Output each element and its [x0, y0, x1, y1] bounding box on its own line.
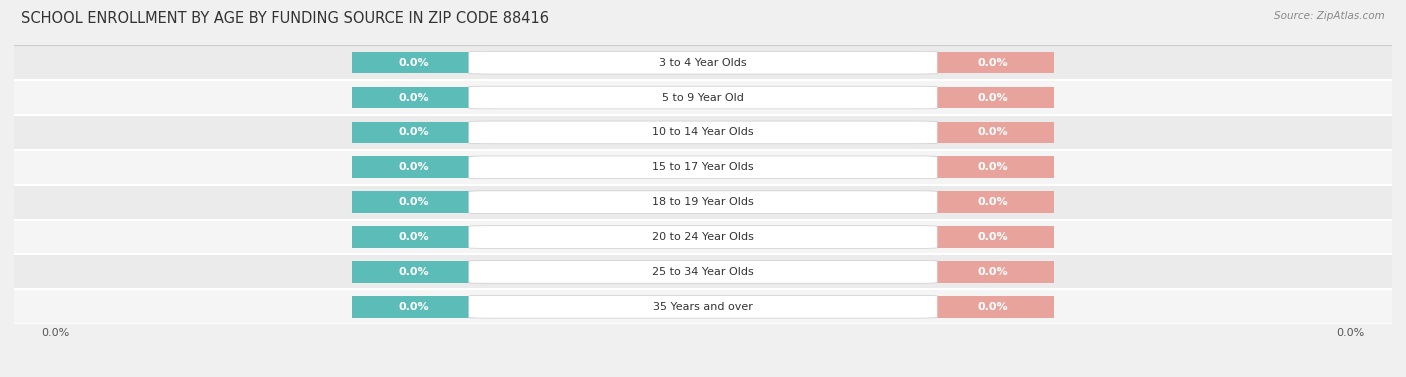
- Bar: [14, 219, 1392, 254]
- Text: 10 to 14 Year Olds: 10 to 14 Year Olds: [652, 127, 754, 138]
- Text: 0.0%: 0.0%: [398, 127, 429, 138]
- Bar: [352, 52, 475, 74]
- Text: 5 to 9 Year Old: 5 to 9 Year Old: [662, 92, 744, 103]
- Text: 25 to 34 Year Olds: 25 to 34 Year Olds: [652, 267, 754, 277]
- Bar: [14, 80, 1392, 115]
- Text: 0.0%: 0.0%: [977, 162, 1008, 172]
- Text: 0.0%: 0.0%: [398, 58, 429, 68]
- Bar: [352, 226, 475, 248]
- Text: 0.0%: 0.0%: [398, 162, 429, 172]
- Text: 0.0%: 0.0%: [977, 92, 1008, 103]
- FancyBboxPatch shape: [468, 191, 938, 213]
- Bar: [352, 296, 475, 317]
- Text: 0.0%: 0.0%: [398, 302, 429, 312]
- Bar: [14, 254, 1392, 290]
- FancyBboxPatch shape: [468, 51, 938, 74]
- Bar: [931, 156, 1054, 178]
- Bar: [352, 192, 475, 213]
- Bar: [931, 122, 1054, 143]
- Text: 20 to 24 Year Olds: 20 to 24 Year Olds: [652, 232, 754, 242]
- Bar: [352, 87, 475, 108]
- Bar: [931, 87, 1054, 108]
- Text: 0.0%: 0.0%: [977, 58, 1008, 68]
- Text: 0.0%: 0.0%: [977, 302, 1008, 312]
- Text: 0.0%: 0.0%: [398, 197, 429, 207]
- Legend: Public School, Private School: Public School, Private School: [591, 374, 815, 377]
- Text: Source: ZipAtlas.com: Source: ZipAtlas.com: [1274, 11, 1385, 21]
- FancyBboxPatch shape: [468, 226, 938, 248]
- Text: 0.0%: 0.0%: [977, 232, 1008, 242]
- Text: 0.0%: 0.0%: [977, 197, 1008, 207]
- Bar: [352, 261, 475, 283]
- FancyBboxPatch shape: [468, 296, 938, 318]
- Bar: [14, 115, 1392, 150]
- Text: 18 to 19 Year Olds: 18 to 19 Year Olds: [652, 197, 754, 207]
- FancyBboxPatch shape: [468, 86, 938, 109]
- Bar: [14, 185, 1392, 219]
- Bar: [352, 122, 475, 143]
- Bar: [14, 290, 1392, 324]
- Text: 15 to 17 Year Olds: 15 to 17 Year Olds: [652, 162, 754, 172]
- Bar: [931, 192, 1054, 213]
- FancyBboxPatch shape: [468, 121, 938, 144]
- Text: 35 Years and over: 35 Years and over: [652, 302, 754, 312]
- Bar: [14, 45, 1392, 80]
- Text: 0.0%: 0.0%: [398, 267, 429, 277]
- FancyBboxPatch shape: [468, 261, 938, 283]
- Text: SCHOOL ENROLLMENT BY AGE BY FUNDING SOURCE IN ZIP CODE 88416: SCHOOL ENROLLMENT BY AGE BY FUNDING SOUR…: [21, 11, 550, 26]
- Bar: [352, 156, 475, 178]
- Bar: [931, 52, 1054, 74]
- Text: 0.0%: 0.0%: [977, 267, 1008, 277]
- Bar: [931, 226, 1054, 248]
- Text: 0.0%: 0.0%: [398, 232, 429, 242]
- Text: 0.0%: 0.0%: [398, 92, 429, 103]
- FancyBboxPatch shape: [468, 156, 938, 179]
- Text: 0.0%: 0.0%: [977, 127, 1008, 138]
- Bar: [931, 261, 1054, 283]
- Text: 3 to 4 Year Olds: 3 to 4 Year Olds: [659, 58, 747, 68]
- Bar: [931, 296, 1054, 317]
- Bar: [14, 150, 1392, 185]
